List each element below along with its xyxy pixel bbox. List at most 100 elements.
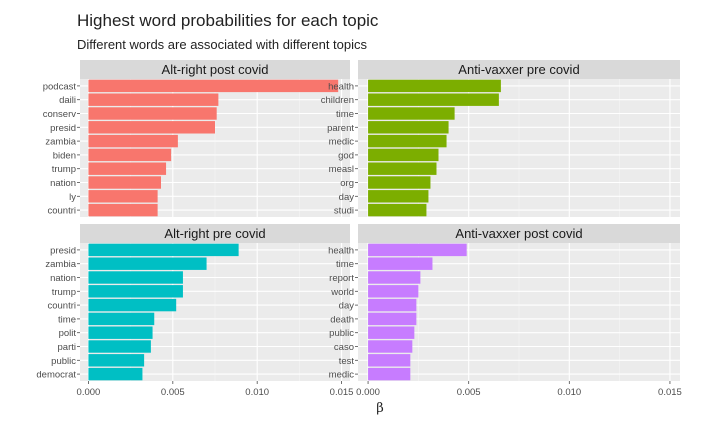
bar-anti-vaxxer-post-covid-health [368, 243, 467, 257]
bar-anti-vaxxer-post-covid-death [368, 312, 417, 326]
bar-alt-right-pre-covid-nation [88, 271, 183, 284]
y-tick-label: time [58, 314, 76, 325]
y-tick-label: trump [52, 164, 76, 175]
y-tick-label: presid [50, 123, 76, 134]
facet-strip [80, 224, 350, 243]
bar-anti-vaxxer-pre-covid-org [368, 176, 431, 189]
bar-alt-right-post-covid-ly [88, 190, 158, 203]
y-tick-label: ly [69, 192, 76, 203]
facet-title: Anti-vaxxer post covid [455, 226, 582, 241]
y-tick-label: democrat [36, 370, 76, 381]
bar-alt-right-post-covid-countri [88, 203, 158, 217]
bar-anti-vaxxer-pre-covid-day [368, 190, 429, 203]
bar-alt-right-post-covid-nation [88, 176, 161, 189]
chart-title: Highest word probabilities for each topi… [77, 11, 379, 30]
bar-alt-right-post-covid-biden [88, 148, 172, 162]
bar-anti-vaxxer-pre-covid-health [368, 79, 501, 93]
bar-alt-right-pre-covid-time [88, 312, 155, 326]
x-tick-label: 0.005 [161, 387, 185, 398]
bar-alt-right-post-covid-presid [88, 121, 215, 134]
y-tick-label: time [336, 259, 354, 270]
x-tick-label: 0.015 [330, 387, 354, 398]
y-tick-label: time [336, 109, 354, 120]
bar-alt-right-pre-covid-zambia [88, 257, 207, 270]
bar-alt-right-pre-covid-trump [88, 285, 183, 298]
y-tick-label: children [321, 95, 354, 106]
x-tick-label: 0.010 [557, 387, 581, 398]
bar-anti-vaxxer-pre-covid-time [368, 107, 455, 120]
bar-anti-vaxxer-post-covid-time [368, 257, 433, 270]
bar-anti-vaxxer-post-covid-report [368, 271, 421, 284]
y-tick-label: day [339, 192, 355, 203]
bar-alt-right-post-covid-conserv [88, 107, 217, 120]
y-tick-label: health [328, 245, 354, 256]
bar-anti-vaxxer-pre-covid-studi [368, 203, 427, 217]
bar-alt-right-post-covid-trump [88, 162, 167, 175]
bar-alt-right-post-covid-podcast [88, 79, 339, 93]
y-tick-label: polit [59, 328, 77, 339]
y-tick-label: health [328, 81, 354, 92]
bar-anti-vaxxer-post-covid-day [368, 298, 417, 312]
y-tick-label: public [51, 356, 76, 367]
bar-anti-vaxxer-post-covid-public [368, 326, 415, 339]
bar-alt-right-post-covid-daili [88, 93, 219, 106]
y-tick-label: nation [50, 273, 76, 284]
facet-strip [358, 60, 680, 79]
bar-alt-right-pre-covid-public [88, 354, 145, 367]
bar-alt-right-pre-covid-democrat [88, 367, 143, 381]
y-tick-label: biden [53, 150, 76, 161]
facet-title: Alt-right post covid [162, 62, 269, 77]
y-tick-label: medic [329, 137, 355, 148]
bar-anti-vaxxer-post-covid-medic [368, 367, 411, 381]
x-tick-label: 0.000 [77, 387, 101, 398]
y-tick-label: studi [334, 206, 354, 217]
y-tick-label: podcast [43, 81, 77, 92]
facet-title: Alt-right pre covid [164, 226, 265, 241]
bar-anti-vaxxer-pre-covid-god [368, 148, 439, 162]
y-tick-label: countri [47, 206, 76, 217]
y-tick-label: world [330, 287, 354, 298]
bar-anti-vaxxer-pre-covid-measl [368, 162, 437, 175]
y-tick-label: zambia [45, 137, 76, 148]
x-tick-label: 0.015 [658, 387, 682, 398]
y-tick-label: daili [59, 95, 76, 106]
y-tick-label: presid [50, 245, 76, 256]
y-tick-label: day [339, 301, 355, 312]
y-tick-label: nation [50, 178, 76, 189]
y-tick-label: god [338, 150, 354, 161]
bar-alt-right-pre-covid-parti [88, 340, 151, 353]
bar-anti-vaxxer-post-covid-world [368, 285, 419, 298]
x-tick-label: 0.010 [245, 387, 269, 398]
y-tick-label: measl [329, 164, 354, 175]
bar-anti-vaxxer-pre-covid-children [368, 93, 499, 106]
y-tick-label: death [330, 314, 354, 325]
facet-strip [358, 224, 680, 243]
bar-anti-vaxxer-pre-covid-medic [368, 134, 447, 148]
y-tick-label: public [329, 328, 354, 339]
y-tick-label: zambia [45, 259, 76, 270]
y-tick-label: parent [327, 123, 354, 134]
y-tick-label: parti [58, 342, 76, 353]
y-tick-label: medic [329, 370, 355, 381]
y-tick-label: countri [47, 301, 76, 312]
bar-alt-right-post-covid-zambia [88, 134, 178, 148]
bar-alt-right-pre-covid-presid [88, 243, 239, 257]
bar-anti-vaxxer-post-covid-test [368, 354, 411, 367]
bar-anti-vaxxer-post-covid-caso [368, 340, 413, 353]
y-tick-label: caso [334, 342, 354, 353]
x-axis-title: β [376, 401, 384, 416]
x-tick-label: 0.005 [457, 387, 481, 398]
bar-alt-right-pre-covid-polit [88, 326, 153, 339]
y-tick-label: conserv [43, 109, 77, 120]
bar-anti-vaxxer-pre-covid-parent [368, 121, 449, 134]
y-tick-label: test [339, 356, 355, 367]
y-tick-label: report [329, 273, 354, 284]
chart-subtitle: Different words are associated with diff… [77, 37, 367, 52]
y-tick-label: trump [52, 287, 76, 298]
facet-title: Anti-vaxxer pre covid [458, 62, 579, 77]
facet-strip [80, 60, 350, 79]
bar-alt-right-pre-covid-countri [88, 298, 177, 312]
x-tick-label: 0.000 [356, 387, 380, 398]
y-tick-label: org [340, 178, 354, 189]
